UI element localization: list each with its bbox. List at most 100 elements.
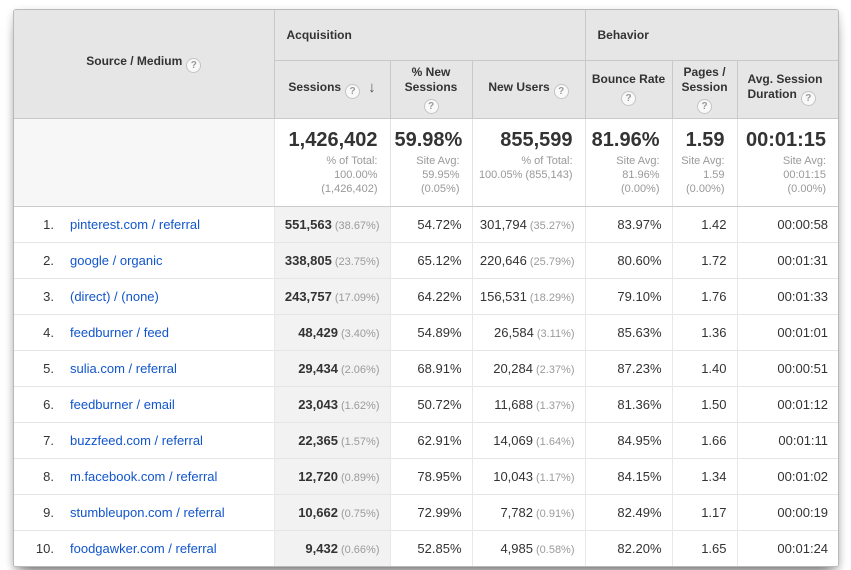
pages-session-label-line2: Session — [681, 79, 728, 94]
sessions-cell: 48,429 (3.40%) — [273, 313, 390, 350]
source-medium-link[interactable]: sulia.com / referral — [70, 360, 177, 376]
new-sessions-cell: 54.72% — [389, 206, 472, 242]
sessions-percent: (3.40%) — [340, 327, 380, 340]
new-users-value: 7,782 — [500, 504, 533, 520]
sessions-cell: 243,757 (17.09%) — [273, 277, 390, 314]
new-users-percent: (18.29%) — [529, 291, 575, 304]
sort-descending-icon[interactable]: ↓ — [368, 78, 376, 96]
table-row: 2. google / organic 338,805 (23.75%) 65.12… — [14, 241, 838, 278]
sessions-value: 48,429 — [298, 324, 338, 340]
duration-cell: 00:00:19 — [736, 493, 838, 530]
column-header-pages-session[interactable]: Pages / Session ? — [671, 60, 738, 119]
new-users-cell: 10,043 (1.17%) — [471, 457, 586, 494]
new-users-percent: (35.27%) — [529, 219, 575, 232]
table-row: 4. feedburner / feed 48,429 (3.40%) 54.89%… — [14, 313, 838, 350]
source-medium-cell: 8. m.facebook.com / referral — [14, 457, 274, 494]
pages-session-label-line1: Pages / — [683, 64, 726, 79]
source-medium-link[interactable]: foodgawker.com / referral — [70, 540, 217, 556]
bounce-rate-cell: 84.15% — [584, 457, 673, 494]
summary-source-cell — [14, 118, 274, 207]
behavior-label: Behavior — [597, 27, 649, 42]
new-users-value: 220,646 — [479, 252, 527, 268]
sessions-value: 10,662 — [298, 504, 338, 520]
sessions-percent: (23.75%) — [334, 255, 380, 268]
duration-cell: 00:01:24 — [736, 529, 838, 566]
source-medium-link[interactable]: buzzfeed.com / referral — [70, 432, 203, 448]
duration-cell: 00:01:11 — [736, 421, 838, 458]
table-row: 9. stumbleupon.com / referral 10,662 (0.75… — [14, 493, 838, 530]
new-users-cell: 11,688 (1.37%) — [471, 385, 586, 422]
total-pages-session-subtext: Site Avg: 1.59 (0.00%) — [681, 154, 725, 195]
row-rank: 1. — [43, 216, 54, 232]
help-icon[interactable]: ? — [800, 91, 816, 106]
column-header-source-medium[interactable]: Source / Medium? — [14, 10, 274, 119]
source-medium-cell: 3. (direct) / (none) — [14, 277, 274, 314]
sessions-percent: (1.57%) — [340, 435, 380, 448]
sessions-percent: (2.06%) — [340, 363, 380, 376]
total-bounce-rate-value: 81.96% — [591, 128, 660, 151]
source-medium-cell: 9. stumbleupon.com / referral — [14, 493, 274, 530]
pages-session-cell: 1.50 — [671, 385, 738, 422]
help-icon[interactable]: ? — [186, 58, 202, 74]
new-users-cell: 7,782 (0.91%) — [471, 493, 586, 530]
bounce-rate-cell: 80.60% — [584, 241, 673, 278]
new-users-value: 4,985 — [500, 540, 533, 556]
help-icon[interactable]: ? — [423, 98, 439, 114]
source-medium-link[interactable]: google / organic — [70, 252, 163, 268]
column-header-bounce-rate[interactable]: Bounce Rate ? — [584, 60, 673, 119]
sessions-cell: 338,805 (23.75%) — [273, 241, 390, 278]
table-row: 6. feedburner / email 23,043 (1.62%) 50.72… — [14, 385, 838, 422]
bounce-rate-cell: 84.95% — [584, 421, 673, 458]
row-rank: 8. — [43, 468, 54, 484]
sessions-cell: 551,563 (38.67%) — [273, 206, 390, 242]
total-new-sessions-subtext: Site Avg: 59.95% (0.05%) — [416, 154, 460, 195]
new-sessions-cell: 52.85% — [389, 529, 472, 566]
help-icon[interactable]: ? — [621, 91, 637, 106]
sessions-value: 9,432 — [305, 540, 338, 556]
summary-section: 1,426,402 % of Total: 100.00% (1,426,402… — [14, 118, 838, 207]
table-row: 7. buzzfeed.com / referral 22,365 (1.57%) … — [14, 421, 838, 458]
column-header-sessions[interactable]: Sessions? ↓ — [273, 60, 390, 119]
source-medium-cell: 1. pinterest.com / referral — [14, 206, 274, 242]
pages-session-cell: 1.34 — [671, 457, 738, 494]
totals-row: 1,426,402 % of Total: 100.00% (1,426,402… — [14, 118, 838, 207]
total-bounce-rate-subtext: Site Avg: 81.96% (0.00%) — [616, 154, 660, 195]
sessions-value: 29,434 — [298, 360, 338, 376]
new-sessions-cell: 54.89% — [389, 313, 472, 350]
new-users-value: 26,584 — [494, 324, 534, 340]
source-medium-link[interactable]: (direct) / (none) — [70, 288, 159, 304]
new-sessions-label-line2: Sessions — [404, 79, 458, 94]
new-sessions-label-line1: % New — [411, 64, 451, 79]
pages-session-cell: 1.66 — [671, 421, 738, 458]
source-medium-link[interactable]: feedburner / email — [70, 396, 175, 412]
column-header-new-sessions[interactable]: % New Sessions ? — [389, 60, 472, 119]
duration-cell: 00:00:51 — [736, 349, 838, 386]
help-icon[interactable]: ? — [345, 83, 361, 99]
total-duration-value: 00:01:15 — [745, 128, 827, 151]
pages-session-cell: 1.72 — [671, 241, 738, 278]
source-medium-cell: 5. sulia.com / referral — [14, 349, 274, 386]
bounce-rate-cell: 82.49% — [584, 493, 673, 530]
source-medium-link[interactable]: m.facebook.com / referral — [70, 468, 218, 484]
source-medium-link[interactable]: stumbleupon.com / referral — [70, 504, 225, 520]
source-medium-link[interactable]: feedburner / feed — [70, 324, 170, 340]
new-sessions-cell: 72.99% — [389, 493, 472, 530]
summary-new-users-cell: 855,599 % of Total: 100.05% (855,143) — [471, 118, 586, 207]
source-medium-link[interactable]: pinterest.com / referral — [70, 216, 201, 232]
column-header-new-users[interactable]: New Users? — [471, 60, 586, 119]
help-icon[interactable]: ? — [553, 83, 569, 99]
new-users-percent: (1.64%) — [535, 435, 575, 448]
total-new-sessions-value: 59.98% — [394, 128, 463, 151]
new-users-cell: 301,794 (35.27%) — [471, 206, 586, 242]
summary-sessions-cell: 1,426,402 % of Total: 100.00% (1,426,402… — [273, 118, 390, 207]
bounce-rate-cell: 83.97% — [584, 206, 673, 242]
new-users-percent: (1.37%) — [535, 399, 575, 412]
sessions-cell: 22,365 (1.57%) — [273, 421, 390, 458]
new-sessions-cell: 78.95% — [389, 457, 472, 494]
column-header-avg-session-duration[interactable]: Avg. Session Duration? — [736, 60, 838, 119]
help-icon[interactable]: ? — [697, 98, 713, 114]
sessions-value: 22,365 — [298, 432, 338, 448]
pages-session-cell: 1.76 — [671, 277, 738, 314]
duration-cell: 00:01:12 — [736, 385, 838, 422]
total-pages-session-value: 1.59 — [685, 128, 725, 151]
